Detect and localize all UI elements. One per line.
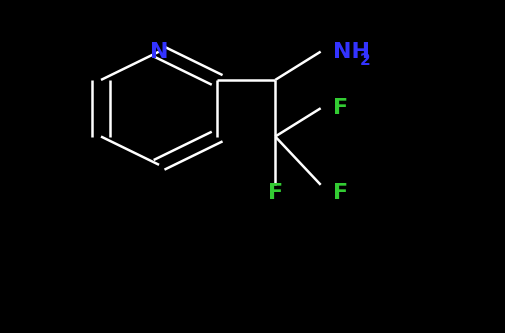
Text: N: N	[150, 42, 168, 62]
Text: F: F	[333, 98, 348, 118]
Text: F: F	[268, 183, 283, 203]
Text: NH: NH	[333, 42, 370, 62]
Text: 2: 2	[360, 53, 371, 69]
Text: F: F	[333, 183, 348, 203]
